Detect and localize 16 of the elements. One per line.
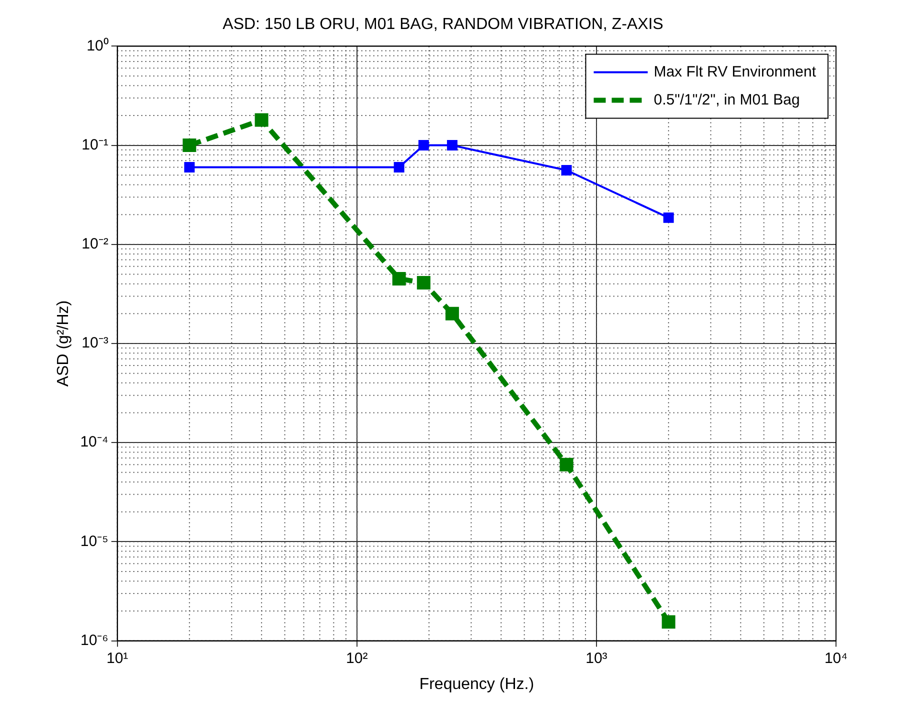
chart-title: ASD: 150 LB ORU, M01 BAG, RANDOM VIBRATION, Z-AXIS: [222, 16, 664, 34]
y-axis-title: ASD (g²/Hz): [55, 300, 72, 387]
x-tick-label: 10²: [346, 650, 368, 667]
y-tick-label: 10⁻¹: [82, 136, 108, 154]
y-tick-label: 10⁻⁶: [80, 632, 108, 649]
legend-label: Max Flt RV Environment: [654, 63, 817, 80]
x-tick-label: 10⁴: [824, 650, 848, 667]
y-tick-label: 10⁻³: [82, 334, 108, 352]
x-tick-label: 10¹: [106, 650, 128, 667]
y-tick-label: 10⁰: [86, 37, 108, 54]
legend-label: 0.5"/1"/2", in M01 Bag: [654, 91, 800, 108]
x-tick-label: 10³: [586, 650, 608, 667]
y-tick-label: 10⁻⁵: [80, 532, 108, 550]
y-tick-label: 10⁻²: [82, 236, 108, 253]
y-tick-label: 10⁻⁴: [80, 434, 108, 451]
x-axis-title: Frequency (Hz.): [419, 676, 534, 693]
